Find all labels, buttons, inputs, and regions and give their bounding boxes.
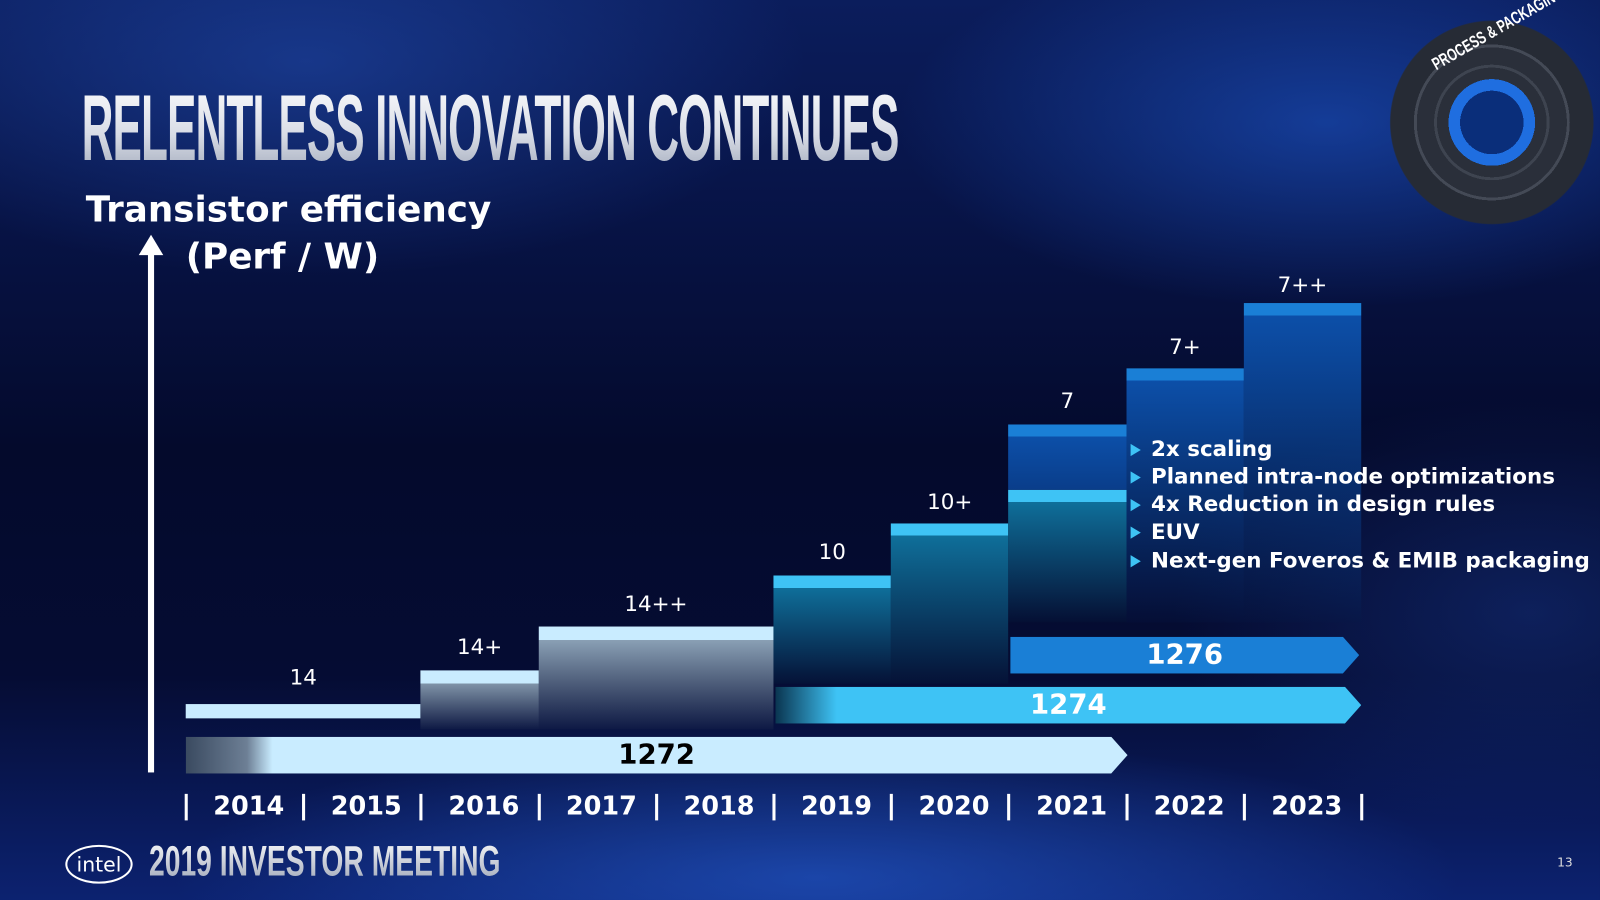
x-tick-label: 2014: [213, 790, 285, 821]
bullet-triangle-icon: [1130, 471, 1141, 484]
node-bar: [891, 523, 1009, 684]
node-label: 7++: [1277, 272, 1328, 297]
tick-separator: [419, 793, 423, 821]
x-tick-label: 2019: [801, 790, 873, 821]
node-label: 10: [818, 539, 846, 565]
x-tick-label: 2022: [1153, 790, 1225, 821]
bullet-item: 2x scaling: [1130, 436, 1273, 462]
process-label: 1272: [618, 738, 695, 771]
bullet-text: EUV: [1151, 519, 1200, 544]
y-axis-line: [147, 251, 155, 773]
bullet-text: Next-gen Foveros & EMIB packaging: [1151, 547, 1590, 573]
slide-title: RELENTLESS INNOVATION CONTINUES: [82, 76, 900, 183]
process-label: 1274: [1030, 688, 1107, 721]
bullet-triangle-icon: [1130, 555, 1141, 568]
tick-separator: [654, 793, 658, 821]
bullet-item: 4x Reduction in design rules: [1130, 491, 1496, 517]
tick-separator: [537, 793, 541, 821]
node-bar: [1243, 303, 1362, 623]
y-axis-arrowhead-icon: [138, 234, 164, 256]
node-bar: [1008, 424, 1127, 490]
node-bar: [1126, 368, 1244, 623]
x-tick-label: 2017: [565, 790, 637, 821]
tick-separator: [1242, 793, 1246, 821]
process-arrow: 1272: [186, 737, 1128, 774]
node-label: 14+: [456, 634, 503, 660]
process-arrow: 1274: [776, 687, 1362, 724]
node-bar: [1008, 489, 1127, 623]
node-bar: [538, 626, 774, 730]
bullet-item: Planned intra-node optimizations: [1130, 464, 1556, 489]
bullet-triangle-icon: [1130, 526, 1141, 539]
bullet-triangle-icon: [1130, 498, 1141, 512]
y-axis-label-unit: (Perf / W): [185, 236, 380, 278]
x-tick-label: 2016: [448, 790, 520, 821]
tick-separator: [184, 793, 188, 821]
bullet-text: Planned intra-node optimizations: [1151, 464, 1556, 489]
page-number: 13: [1557, 855, 1573, 870]
node-bar: [420, 670, 539, 730]
event-name: 2019 INVESTOR MEETING: [148, 836, 501, 885]
tick-separator: [1007, 793, 1011, 821]
tick-separator: [1125, 793, 1129, 821]
bullet-text: 2x scaling: [1151, 436, 1273, 462]
x-tick-label: 2018: [683, 790, 755, 821]
bullet-item: EUV: [1130, 519, 1200, 544]
node-label: 14++: [624, 591, 688, 617]
bullet-item: Next-gen Foveros & EMIB packaging: [1130, 547, 1590, 573]
tick-separator: [772, 793, 776, 821]
process-arrow: 1276: [1010, 637, 1359, 674]
x-tick-label: 2020: [918, 790, 990, 821]
node-label: 7: [1060, 388, 1075, 414]
node-label: 14: [289, 665, 317, 690]
node-label: 10+: [927, 489, 973, 515]
x-tick-label: 2023: [1271, 790, 1343, 821]
bullet-triangle-icon: [1130, 443, 1141, 457]
intel-logo: intel: [65, 844, 133, 884]
node-label: 7+: [1169, 334, 1201, 360]
tick-separator: [302, 793, 306, 821]
x-tick-label: 2021: [1036, 790, 1108, 821]
tick-separator: [1360, 793, 1364, 821]
bullet-text: 4x Reduction in design rules: [1151, 491, 1496, 517]
x-tick-label: 2015: [330, 790, 402, 821]
process-packaging-badge: [1389, 20, 1594, 225]
y-axis-label: Transistor efficiency: [85, 189, 492, 231]
node-bar: [185, 704, 421, 719]
node-bar: [773, 575, 892, 684]
tick-separator: [889, 793, 894, 821]
process-label: 1276: [1146, 638, 1224, 671]
